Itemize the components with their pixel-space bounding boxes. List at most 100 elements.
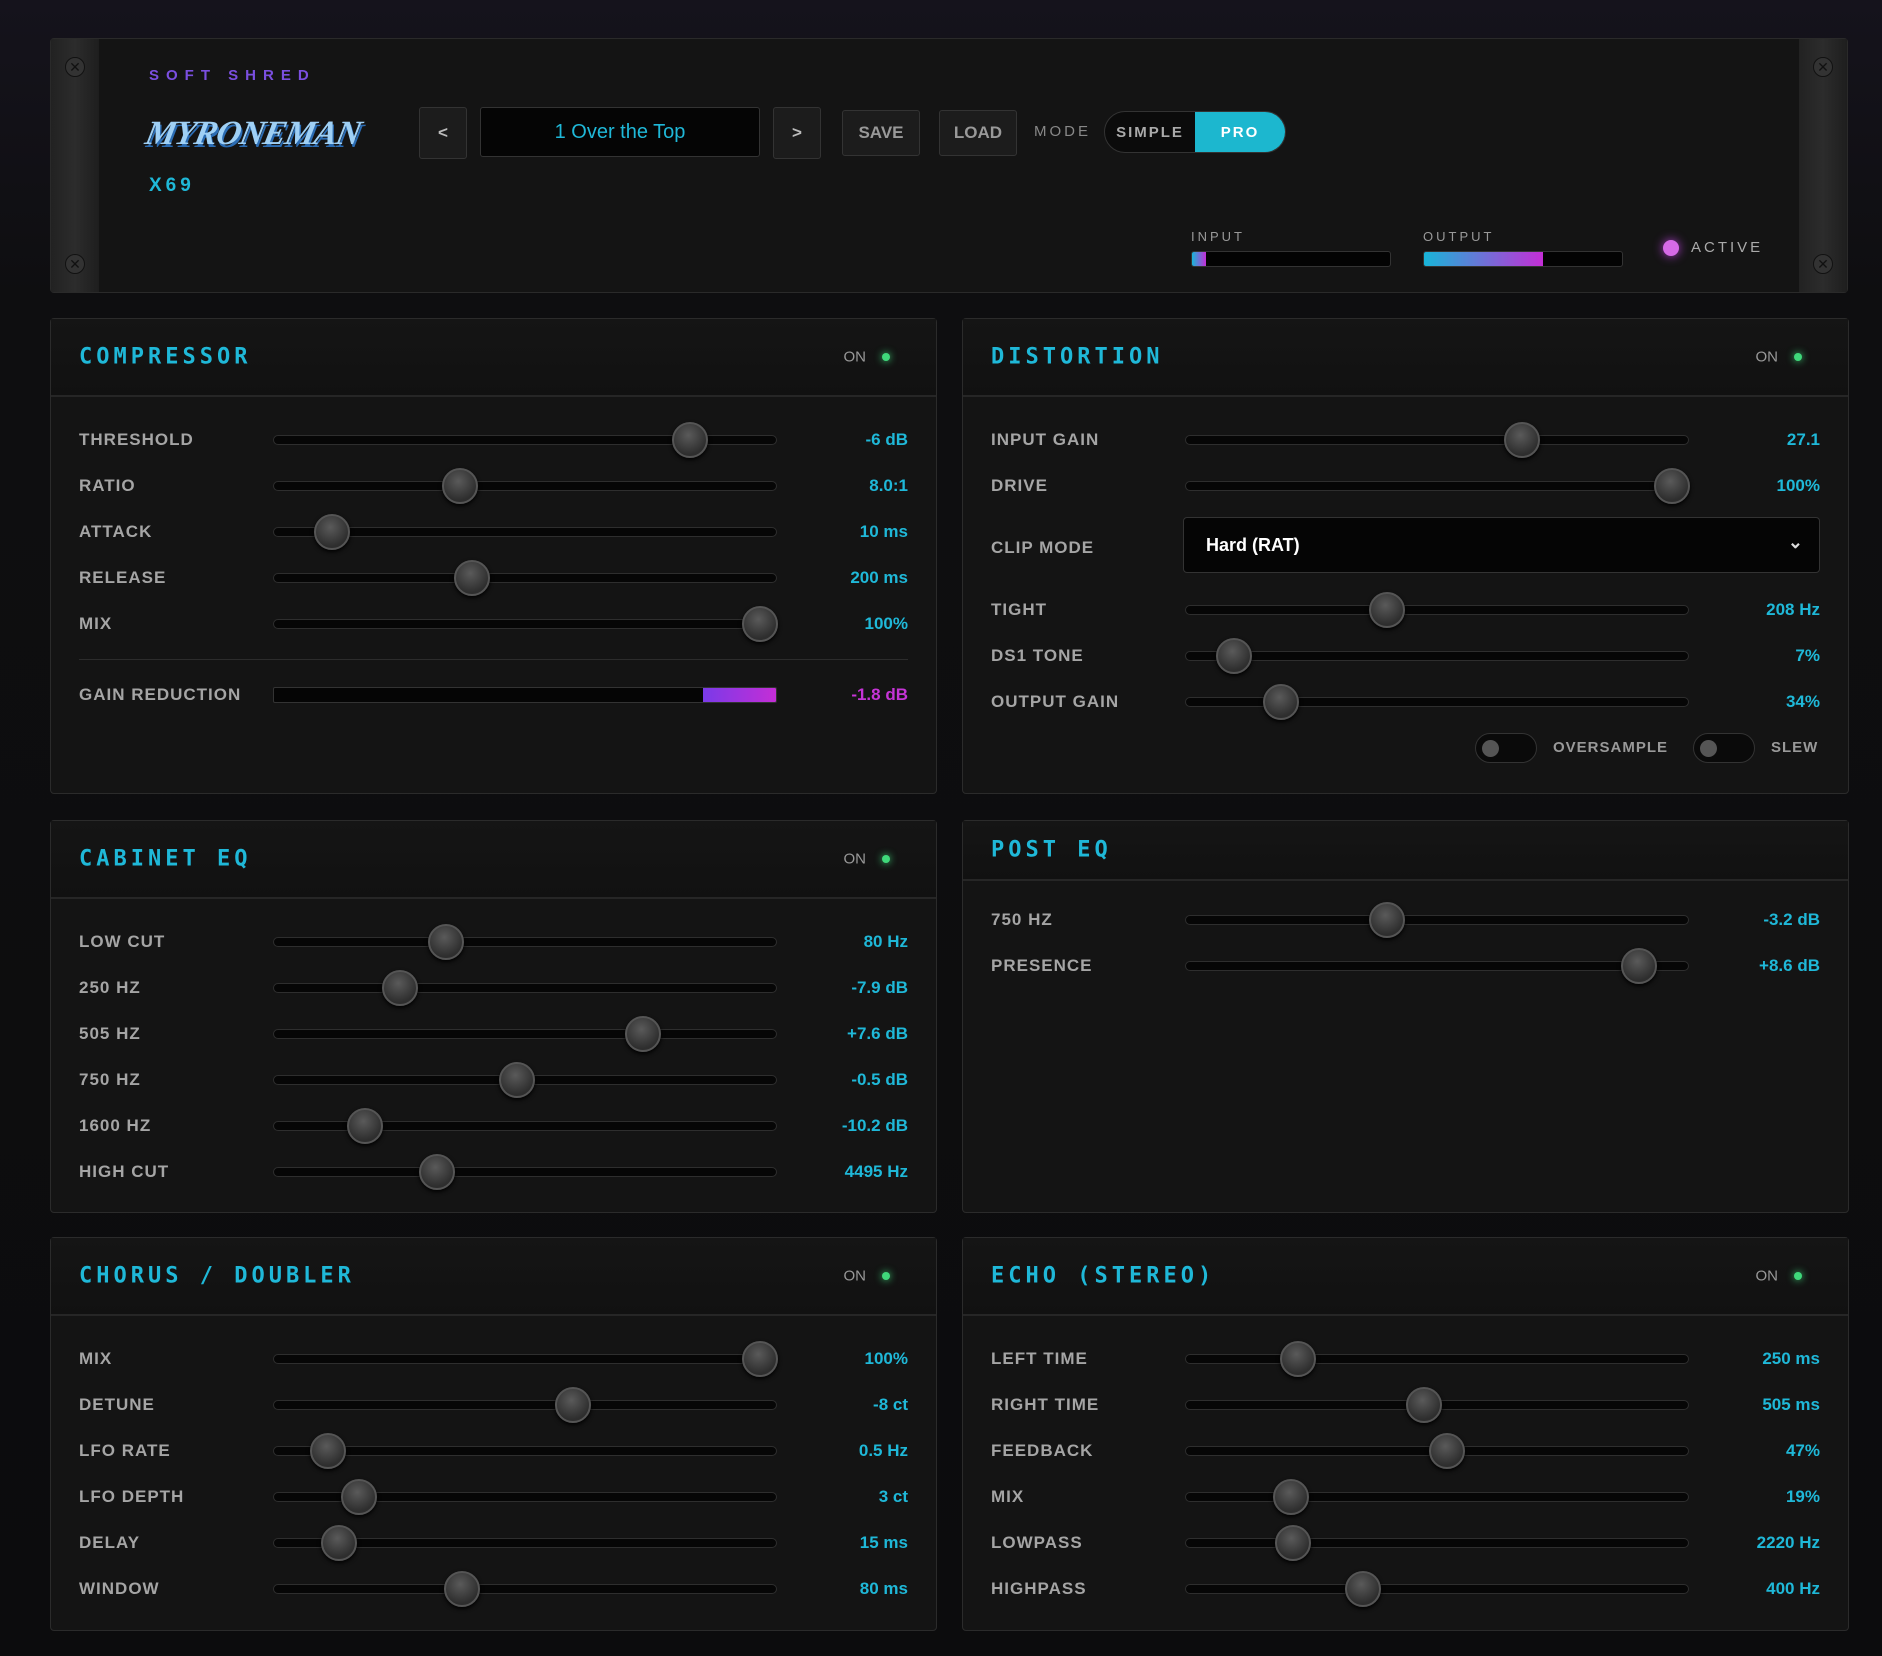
feedback-slider[interactable] (1185, 1433, 1689, 1469)
750-hz-value: -3.2 dB (1763, 910, 1820, 929)
slider-thumb[interactable] (381, 970, 418, 1006)
oversample-toggle[interactable] (1475, 733, 1537, 763)
highpass-label: HIGHPASS (991, 1579, 1087, 1598)
slider-thumb[interactable] (1368, 902, 1405, 938)
high-cut-label: HIGH CUT (79, 1162, 170, 1181)
prev-preset-button[interactable]: < (419, 107, 467, 159)
lfo-depth-slider[interactable] (273, 1479, 777, 1515)
chevron-down-icon: ⌄ (1787, 532, 1803, 552)
rack-ear-left: ✕ ✕ (51, 39, 99, 292)
slider-thumb[interactable] (1272, 1479, 1309, 1515)
750-hz-slider[interactable] (1185, 902, 1689, 938)
slider-thumb[interactable] (1405, 1387, 1442, 1423)
slider-thumb[interactable] (1368, 592, 1405, 628)
panel-body: 750 HZ -3.2 dB PRESENCE +8.6 dB (963, 881, 1848, 989)
slider-thumb[interactable] (444, 1571, 481, 1607)
attack-slider[interactable] (273, 514, 777, 550)
panel-header: CHORUS / DOUBLER ON (51, 1238, 936, 1316)
slider-thumb[interactable] (442, 468, 479, 504)
on-label[interactable]: ON (843, 348, 867, 366)
brand-label: SOFT SHRED (149, 67, 316, 84)
lfo-rate-slider[interactable] (273, 1433, 777, 1469)
highpass-row: HIGHPASS 400 Hz (963, 1566, 1848, 1612)
slider-thumb[interactable] (1621, 948, 1658, 984)
ratio-slider[interactable] (273, 468, 777, 504)
power-led-icon[interactable] (882, 855, 890, 863)
on-label[interactable]: ON (1755, 1267, 1779, 1285)
slider-thumb[interactable] (1262, 684, 1299, 720)
highpass-slider[interactable] (1185, 1571, 1689, 1607)
dropdown-value: Hard (RAT) (1206, 534, 1300, 555)
slider-thumb[interactable] (341, 1479, 378, 1515)
presence-slider[interactable] (1185, 948, 1689, 984)
250-hz-label: 250 HZ (79, 978, 141, 997)
tight-slider[interactable] (1185, 592, 1689, 628)
on-label[interactable]: ON (843, 1267, 867, 1285)
slider-thumb[interactable] (1274, 1525, 1311, 1561)
250-hz-slider[interactable] (273, 970, 777, 1006)
power-led-icon[interactable] (1794, 1272, 1802, 1280)
slider-thumb[interactable] (742, 606, 778, 642)
left-time-slider[interactable] (1185, 1341, 1689, 1377)
mix-slider[interactable] (273, 1341, 778, 1377)
slider-thumb[interactable] (1279, 1341, 1316, 1377)
panel-header: POST EQ (963, 821, 1848, 881)
slider-thumb[interactable] (310, 1433, 347, 1469)
mode-pro-button[interactable]: PRO (1195, 112, 1285, 152)
slider-thumb[interactable] (554, 1387, 591, 1423)
mix-slider[interactable] (273, 606, 778, 642)
slider-thumb[interactable] (419, 1154, 456, 1190)
1600-hz-slider[interactable] (273, 1108, 777, 1144)
high-cut-slider[interactable] (273, 1154, 777, 1190)
low-cut-value: 80 Hz (863, 932, 908, 951)
slider-thumb[interactable] (498, 1062, 535, 1098)
cabinet-eq-panel: CABINET EQ ON LOW CUT 80 Hz 250 HZ -7.9 dB 505… (50, 820, 937, 1213)
lfo-depth-label: LFO DEPTH (79, 1487, 185, 1506)
detune-slider[interactable] (273, 1387, 777, 1423)
release-slider[interactable] (273, 560, 777, 596)
mix-slider[interactable] (1185, 1479, 1689, 1515)
on-label[interactable]: ON (1755, 348, 1779, 366)
load-button[interactable]: LOAD (939, 110, 1017, 156)
input-meter-label: INPUT (1191, 229, 1245, 244)
power-led-icon[interactable] (1794, 353, 1802, 361)
slider-thumb[interactable] (320, 1525, 357, 1561)
power-led-icon[interactable] (882, 353, 890, 361)
slider-thumb[interactable] (1654, 468, 1690, 504)
input-gain-slider[interactable] (1185, 422, 1689, 458)
750-hz-slider[interactable] (273, 1062, 777, 1098)
high-cut-value: 4495 Hz (844, 1162, 908, 1181)
slider-thumb[interactable] (742, 1341, 778, 1377)
drive-slider[interactable] (1185, 468, 1690, 504)
power-led-icon[interactable] (882, 1272, 890, 1280)
output-gain-slider[interactable] (1185, 684, 1689, 720)
preset-name[interactable]: 1 Over the Top (480, 107, 760, 157)
slew-toggle[interactable] (1693, 733, 1755, 763)
window-slider[interactable] (273, 1571, 777, 1607)
right-time-slider[interactable] (1185, 1387, 1689, 1423)
1600-hz-row: 1600 HZ -10.2 dB (51, 1103, 936, 1149)
slider-thumb[interactable] (428, 924, 465, 960)
ds1-tone-slider[interactable] (1185, 638, 1689, 674)
low-cut-slider[interactable] (273, 924, 777, 960)
slider-thumb[interactable] (454, 560, 491, 596)
slider-thumb[interactable] (671, 422, 708, 458)
slider-thumb[interactable] (1429, 1433, 1466, 1469)
slider-thumb[interactable] (1504, 422, 1541, 458)
output-gain-row: OUTPUT GAIN 34% (963, 679, 1848, 725)
slider-thumb[interactable] (313, 514, 350, 550)
slider-thumb[interactable] (625, 1016, 661, 1052)
slider-thumb[interactable] (1215, 638, 1252, 674)
delay-slider[interactable] (273, 1525, 777, 1561)
threshold-slider[interactable] (273, 422, 777, 458)
save-button[interactable]: SAVE (842, 110, 920, 156)
next-preset-button[interactable]: > (773, 107, 821, 159)
clip-mode-dropdown[interactable]: Hard (RAT) ⌄ (1183, 517, 1820, 573)
distortion-panel: DISTORTION ON INPUT GAIN 27.1 DRIVE 100% CLIP … (962, 318, 1849, 794)
slider-thumb[interactable] (347, 1108, 383, 1144)
mode-simple-button[interactable]: SIMPLE (1116, 123, 1184, 141)
on-label[interactable]: ON (843, 850, 867, 868)
505-hz-slider[interactable] (273, 1016, 777, 1052)
slider-thumb[interactable] (1345, 1571, 1382, 1607)
lowpass-slider[interactable] (1185, 1525, 1689, 1561)
